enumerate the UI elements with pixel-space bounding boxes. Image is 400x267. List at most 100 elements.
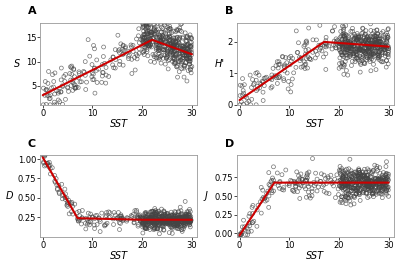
Point — [336, 61, 343, 66]
Point — [117, 217, 124, 222]
Point — [170, 38, 177, 43]
Point — [363, 182, 370, 186]
Point — [156, 46, 163, 50]
Point — [170, 41, 177, 45]
Point — [159, 217, 165, 221]
Point — [361, 182, 367, 186]
Point — [330, 29, 336, 33]
Point — [166, 218, 172, 222]
Point — [280, 55, 286, 59]
Point — [337, 178, 343, 182]
Point — [372, 177, 378, 181]
Point — [158, 43, 164, 47]
Point — [187, 218, 194, 223]
Point — [142, 220, 149, 224]
Point — [179, 220, 186, 224]
Point — [340, 175, 346, 179]
Point — [160, 48, 167, 52]
Point — [184, 44, 190, 48]
Point — [99, 70, 106, 74]
Point — [376, 183, 382, 188]
Point — [362, 180, 368, 184]
Point — [58, 89, 64, 94]
Point — [159, 34, 166, 38]
Point — [383, 187, 389, 191]
Point — [340, 169, 346, 174]
Point — [142, 22, 149, 26]
Point — [238, 100, 244, 104]
Point — [381, 176, 387, 180]
Point — [276, 62, 282, 66]
Point — [339, 175, 346, 179]
Point — [302, 66, 308, 71]
Point — [352, 34, 359, 38]
Point — [72, 85, 79, 90]
Point — [377, 183, 384, 188]
Point — [81, 70, 88, 74]
Point — [140, 50, 147, 54]
Point — [172, 222, 178, 226]
Point — [178, 209, 184, 213]
Point — [185, 215, 192, 220]
Point — [64, 204, 71, 209]
Point — [357, 37, 363, 41]
Point — [358, 173, 365, 177]
Point — [160, 56, 166, 60]
Point — [138, 215, 145, 219]
Point — [176, 41, 182, 45]
Point — [367, 180, 373, 185]
Point — [238, 231, 244, 235]
Point — [356, 39, 363, 43]
Point — [68, 64, 75, 68]
Point — [340, 29, 346, 33]
Point — [147, 218, 154, 223]
Point — [152, 225, 158, 230]
Point — [87, 215, 93, 220]
Point — [147, 215, 153, 219]
Point — [365, 183, 372, 187]
Point — [366, 47, 372, 51]
Point — [241, 228, 247, 232]
Point — [343, 202, 349, 206]
Point — [168, 27, 174, 31]
Point — [157, 49, 163, 53]
Point — [354, 189, 361, 194]
Point — [334, 39, 340, 44]
Point — [135, 34, 142, 38]
Point — [170, 214, 176, 219]
Point — [367, 54, 373, 58]
Point — [364, 183, 370, 187]
Point — [365, 186, 371, 190]
Point — [51, 173, 58, 178]
Point — [344, 181, 351, 185]
Point — [370, 34, 376, 38]
Point — [110, 217, 116, 221]
Point — [298, 177, 305, 182]
Point — [283, 168, 289, 172]
Point — [344, 186, 350, 190]
Point — [258, 211, 264, 215]
Point — [184, 47, 191, 51]
Point — [345, 38, 351, 42]
Point — [339, 50, 345, 54]
Point — [268, 186, 274, 190]
Point — [172, 37, 179, 41]
Point — [155, 216, 162, 220]
Point — [270, 165, 277, 169]
Point — [155, 46, 161, 50]
Point — [249, 211, 256, 216]
Point — [51, 100, 58, 104]
Point — [379, 42, 386, 46]
Point — [286, 56, 292, 60]
Point — [364, 191, 370, 195]
Point — [366, 42, 373, 46]
Point — [355, 183, 362, 187]
Point — [186, 219, 192, 223]
Point — [360, 178, 366, 182]
Point — [305, 48, 312, 52]
Point — [378, 18, 384, 23]
Point — [162, 34, 169, 39]
Point — [89, 74, 95, 79]
Point — [361, 167, 368, 171]
Point — [372, 42, 378, 46]
